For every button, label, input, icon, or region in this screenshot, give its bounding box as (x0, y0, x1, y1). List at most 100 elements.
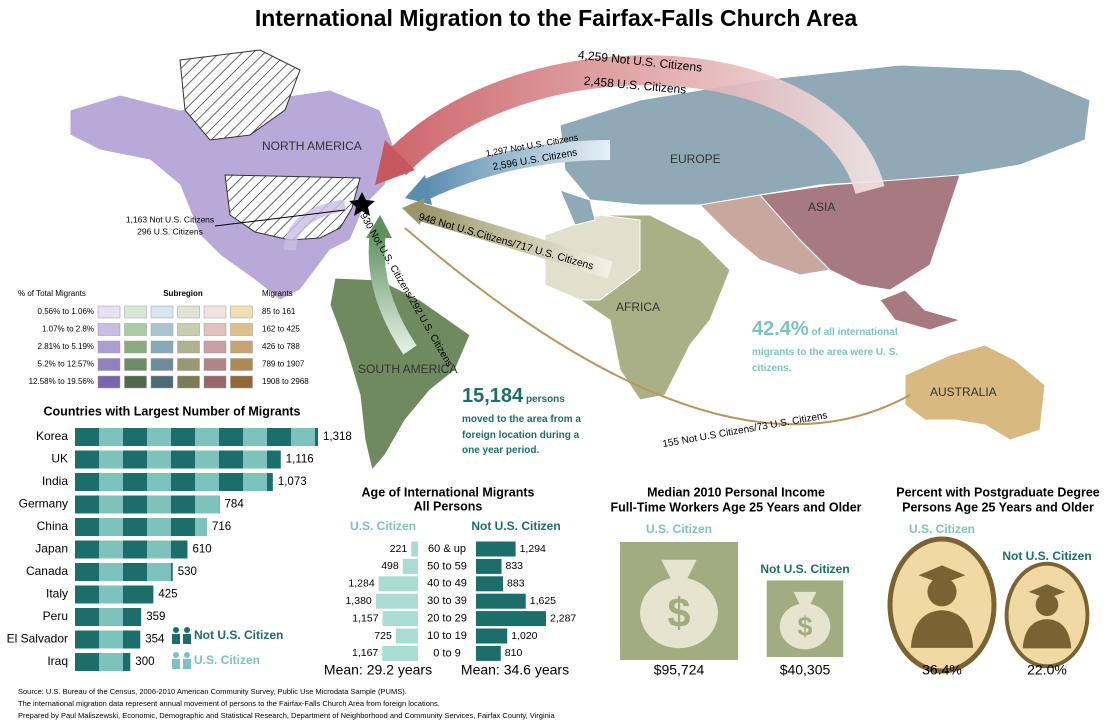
legend-swatch (177, 340, 200, 354)
legend-range: 789 to 1907 (262, 360, 305, 369)
bar (375, 593, 418, 609)
bag (779, 603, 831, 650)
chart-subtitle: Full-Time Workers Age 25 Years and Older (610, 500, 861, 514)
legend-swatch (203, 305, 227, 319)
legend-swatch (97, 358, 121, 371)
graduate-cap (918, 565, 966, 584)
legend-icon (183, 634, 191, 644)
bar (395, 628, 418, 644)
legend-swatch (203, 340, 227, 354)
bar (476, 541, 516, 557)
legend-icon (172, 634, 180, 644)
chart-subtitle: Persons Age 25 Years and Older (902, 500, 1094, 514)
category-label: 20 to 29 (427, 613, 467, 625)
bar-stripe (99, 540, 123, 559)
category-label: 0 to 9 (433, 647, 461, 659)
value-label: 725 (374, 630, 392, 642)
legend-swatch (203, 323, 227, 336)
legend-swatch (230, 375, 253, 389)
bar-stripe (243, 450, 267, 469)
bar-stripe (99, 608, 123, 626)
legend-header: Migrants (262, 289, 293, 298)
legend-swatch (97, 375, 121, 389)
legend-swatch (177, 358, 200, 371)
chart-title: Median 2010 Personal Income (647, 485, 825, 499)
legend-range: 12.58% to 19.56% (29, 377, 94, 386)
bar-stripe (99, 585, 123, 604)
bar-stripe (99, 518, 123, 536)
bar-stripe (99, 450, 123, 469)
flow-arrows (214, 55, 911, 426)
region-label: EUROPE (670, 152, 721, 166)
total-stat: 15,184 persons moved to the area from a … (462, 381, 592, 459)
value-label: 1,625 (530, 595, 556, 607)
value-label: 2,287 (550, 612, 576, 624)
value-label: 716 (212, 521, 231, 533)
bar-stripe (195, 428, 219, 446)
flow-label: 296 U.S. Citizens (137, 226, 203, 236)
series-label: Not U.S. Citizen (471, 519, 560, 533)
value-label: 610 (192, 544, 211, 556)
bar (75, 473, 273, 491)
legend-swatch (150, 358, 174, 371)
value-label: $40,305 (780, 662, 831, 678)
bar-stripe (195, 473, 219, 491)
category-label: 40 to 49 (427, 578, 467, 590)
legend-range: 2.81% to 5.19% (38, 342, 94, 351)
legend-range: 5.2% to 12.57% (38, 360, 94, 369)
value-label: 810 (505, 647, 523, 659)
bag-symbol: $ (668, 590, 691, 636)
value-label: 1,073 (278, 476, 307, 488)
chart-title: Age of International Migrants (362, 485, 535, 499)
value-label: 22.0% (1027, 662, 1067, 678)
legend-range: 0.56% to 1.06% (38, 307, 94, 316)
legend-swatch (124, 323, 147, 336)
category-label: Iraq (47, 654, 68, 668)
legend-range: 85 to 161 (262, 307, 296, 316)
bar-stripe (147, 495, 171, 514)
bag-symbol: $ (798, 612, 813, 642)
legend-swatch (124, 358, 147, 371)
value-label: $95,724 (654, 662, 705, 678)
bar (378, 576, 418, 592)
value-label: 833 (505, 560, 523, 572)
category-label: Japan (35, 542, 68, 556)
share-stat: 42.4% of all international migrants to t… (752, 314, 902, 376)
value-label: 1,318 (323, 431, 352, 443)
legend-swatch (177, 375, 200, 389)
legend-swatch (230, 358, 253, 371)
legend-header: Subregion (163, 289, 203, 298)
series-label: U.S. Citizen (350, 519, 416, 533)
legend-swatch (97, 305, 121, 319)
value-label: 300 (135, 656, 154, 668)
value-label: 359 (146, 611, 165, 623)
share-text: of all international migrants to the are… (752, 327, 899, 374)
legend-swatch (150, 305, 174, 319)
value-label: 1,380 (345, 595, 371, 607)
bar-stripe (195, 450, 219, 469)
bar-stripe (147, 450, 171, 469)
flow-label: 1,163 Not U.S. Citizens (126, 214, 214, 224)
legend-range: 1.07% to 2.8% (42, 325, 94, 334)
value-label: 1,167 (352, 647, 378, 659)
legend-swatch (177, 323, 200, 336)
legend-swatch (230, 305, 253, 319)
total-value: 15,184 (462, 385, 524, 407)
category-label: 50 to 59 (427, 560, 467, 572)
legend-swatch (97, 340, 121, 354)
legend-swatch (150, 375, 174, 389)
legend-label: Not U.S. Citizen (194, 628, 283, 642)
bar (476, 628, 508, 644)
bar-stripe (99, 495, 123, 514)
category-label: 30 to 39 (427, 595, 467, 607)
legend-icon (184, 652, 190, 658)
source-note: Prepared by Paul Maliszewski, Economic, … (18, 711, 555, 720)
bar-stripe (147, 473, 171, 491)
bar-stripe (243, 428, 267, 446)
bar-stripe (291, 428, 315, 446)
value-label: 425 (158, 589, 177, 601)
value-label: 1,284 (348, 578, 374, 590)
legend-header: % of Total Migrants (18, 289, 86, 298)
category-label: El Salvador (7, 632, 68, 646)
